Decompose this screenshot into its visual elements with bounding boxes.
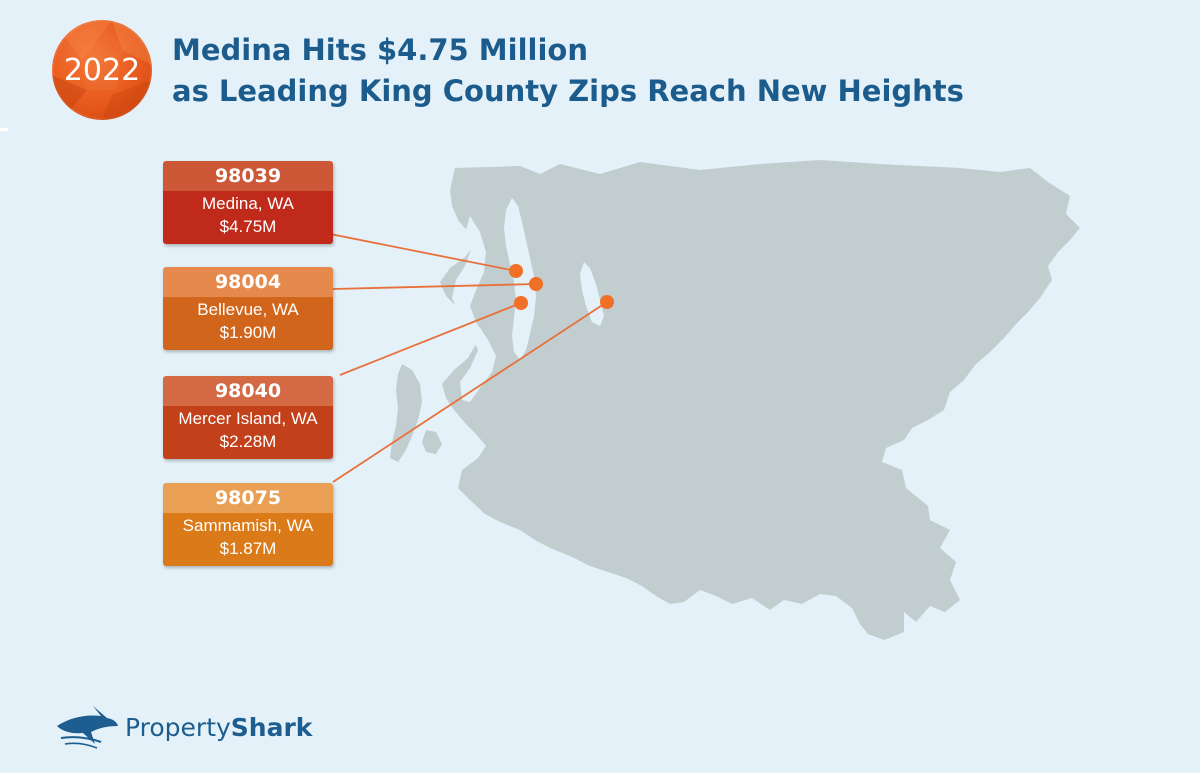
- leader-line-bellevue: [332, 283, 537, 290]
- page-title: Medina Hits $4.75 Million as Leading Kin…: [172, 30, 964, 112]
- vashon-island: [390, 364, 422, 462]
- zip-details: Mercer Island, WA $2.28M: [163, 406, 333, 459]
- marker-bellevue: [529, 277, 543, 291]
- king-county-landmass: [440, 160, 1080, 640]
- zip-label-98039: 98039 Medina, WA $4.75M: [163, 161, 333, 244]
- lake-washington: [504, 198, 536, 360]
- puget-sound-inlet: [452, 216, 496, 402]
- zip-details: Bellevue, WA $1.90M: [163, 297, 333, 350]
- zip-label-98040: 98040 Mercer Island, WA $2.28M: [163, 376, 333, 459]
- location-markers: [509, 264, 614, 310]
- zip-label-98004: 98004 Bellevue, WA $1.90M: [163, 267, 333, 350]
- year-text: 2022: [63, 52, 141, 88]
- zip-code: 98004: [163, 267, 333, 297]
- median-price: $1.87M: [219, 539, 277, 558]
- badge-facet-pattern: [52, 20, 152, 120]
- leader-line-sammamish: [332, 301, 608, 483]
- median-price: $2.28M: [219, 432, 277, 451]
- edge-mark: [0, 128, 8, 131]
- maury-island: [422, 430, 442, 454]
- logo-text-property: Property: [125, 712, 231, 742]
- city-name: Sammamish, WA: [182, 516, 314, 535]
- title-line-2: as Leading King County Zips Reach New He…: [172, 74, 964, 108]
- title-line-1: Medina Hits $4.75 Million: [172, 33, 588, 67]
- marker-medina: [509, 264, 523, 278]
- city-name: Mercer Island, WA: [178, 409, 318, 428]
- zip-code: 98040: [163, 376, 333, 406]
- zip-label-98075: 98075 Sammamish, WA $1.87M: [163, 483, 333, 566]
- zip-code: 98075: [163, 483, 333, 513]
- marker-sammamish: [600, 295, 614, 309]
- propertyshark-logo[interactable]: PropertyShark: [55, 702, 312, 752]
- lake-sammamish: [580, 262, 604, 326]
- city-name: Medina, WA: [202, 194, 294, 213]
- marker-mercer-island: [514, 296, 528, 310]
- shark-icon: [57, 706, 118, 749]
- year-badge: 2022: [52, 20, 152, 120]
- city-name: Bellevue, WA: [197, 300, 299, 319]
- zip-details: Medina, WA $4.75M: [163, 191, 333, 244]
- zip-code: 98039: [163, 161, 333, 191]
- median-price: $4.75M: [219, 217, 277, 236]
- logo-text-shark: Shark: [230, 712, 313, 742]
- median-price: $1.90M: [219, 323, 277, 342]
- zip-details: Sammamish, WA $1.87M: [163, 513, 333, 566]
- leader-line-mercer-island: [339, 302, 522, 376]
- logo-text: PropertyShark: [125, 713, 312, 742]
